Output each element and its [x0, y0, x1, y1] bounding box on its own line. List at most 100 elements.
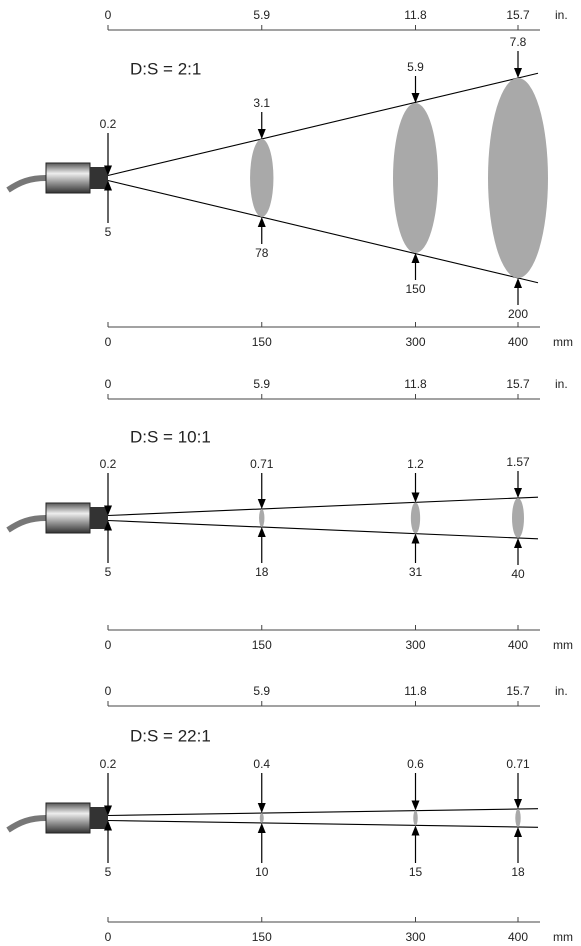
arrow-head [514, 488, 522, 498]
panel: D:S = 22:1 in. mm 0 0 5.9 150 11.8 300 15.7 400 0.2… [6, 684, 573, 944]
arrow-head [411, 800, 420, 811]
spot-inch-label: 0.6 [407, 757, 424, 771]
spot-mm-label: 18 [255, 565, 269, 579]
inch-tick-label: 0 [105, 377, 112, 391]
sensor-head [90, 507, 108, 529]
arrow-head [104, 805, 112, 816]
inch-tick-label: 11.8 [404, 684, 427, 698]
inch-tick-label: 11.8 [404, 8, 427, 22]
mm-tick-label: 0 [105, 930, 112, 944]
spot-mm-label: 200 [508, 307, 528, 321]
inch-tick-label: 5.9 [253, 8, 270, 22]
panel: D:S = 2:1 in. mm 0 0 5.9 150 11.8 300 15.7 400 0.2 5… [6, 8, 573, 349]
arrow-head [257, 217, 266, 227]
spot [393, 103, 438, 253]
arrow-head [411, 492, 420, 503]
spot-inch-label: 0.71 [506, 757, 530, 771]
inch-tick-label: 11.8 [404, 377, 427, 391]
panel-title: D:S = 22:1 [130, 726, 211, 745]
spot-inch-label: 1.2 [407, 457, 424, 471]
spot-mm-label: 10 [255, 865, 269, 879]
mm-tick-label: 150 [252, 930, 272, 944]
arrow-head [257, 823, 266, 833]
spot [259, 509, 265, 527]
spot-mm-label: 5 [105, 225, 112, 239]
arrow-head [411, 825, 420, 836]
cone-edge [107, 72, 539, 177]
arrow-head [514, 278, 522, 288]
inch-tick-label: 5.9 [253, 684, 270, 698]
mm-tick-label: 0 [105, 638, 112, 652]
arrow-head [411, 533, 420, 544]
spot [515, 809, 521, 827]
spot-mm-label: 31 [409, 565, 423, 579]
panel-title: D:S = 2:1 [130, 59, 201, 78]
spot [488, 78, 548, 278]
mm-unit: mm [553, 930, 573, 944]
spot-inch-label: 3.1 [253, 96, 270, 110]
inch-tick-label: 0 [105, 8, 112, 22]
spot-inch-label: 0.4 [253, 757, 270, 771]
spot-inch-label: 1.57 [506, 455, 530, 469]
mm-tick-label: 400 [508, 335, 528, 349]
spot [413, 810, 418, 826]
sensor-head [90, 167, 108, 189]
mm-tick-label: 150 [252, 638, 272, 652]
arrow-head [411, 93, 420, 103]
mm-unit: mm [553, 335, 573, 349]
cone-edge [107, 519, 539, 540]
spot-inch-label: 5.9 [407, 60, 424, 74]
mm-unit: mm [553, 638, 573, 652]
inch-unit: in. [555, 684, 568, 698]
inch-tick-label: 15.7 [506, 684, 530, 698]
cable [6, 515, 47, 533]
arrow-head [257, 803, 266, 813]
spot [250, 139, 274, 217]
arrow-head [104, 520, 112, 531]
panel-title: D:S = 10:1 [130, 427, 211, 446]
mm-tick-label: 300 [405, 638, 425, 652]
spot-mm-label: 18 [511, 865, 525, 879]
panel: D:S = 10:1 in. mm 0 0 5.9 150 11.8 300 15.7 400 0.2… [6, 377, 573, 652]
arrow-head [257, 129, 266, 139]
cable [6, 815, 47, 833]
spot-mm-label: 15 [409, 865, 423, 879]
spot-mm-label: 78 [255, 246, 269, 260]
mm-tick-label: 150 [252, 335, 272, 349]
arrow-head [514, 827, 522, 837]
spot [512, 498, 524, 538]
spot-inch-label: 0.2 [100, 757, 117, 771]
mm-tick-label: 300 [405, 930, 425, 944]
inch-unit: in. [555, 8, 568, 22]
arrow-head [411, 253, 420, 263]
spot-mm-label: 150 [405, 282, 425, 296]
inch-tick-label: 0 [105, 684, 112, 698]
spot [259, 813, 264, 823]
cone-edge [107, 819, 539, 828]
sensor-body [45, 502, 91, 534]
arrow-head [104, 180, 112, 191]
spot-mm-label: 40 [511, 567, 525, 581]
arrow-head [514, 799, 522, 809]
spot-mm-label: 5 [105, 865, 112, 879]
cone-edge [107, 808, 539, 817]
inch-tick-label: 15.7 [506, 8, 530, 22]
mm-tick-label: 300 [405, 335, 425, 349]
cone-edge [107, 179, 539, 284]
spot [410, 502, 421, 534]
arrow-head [257, 527, 266, 537]
spot-inch-label: 0.2 [100, 117, 117, 131]
sensor-body [45, 802, 91, 834]
mm-tick-label: 400 [508, 638, 528, 652]
sensor-body [45, 162, 91, 194]
arrow-head [257, 499, 266, 509]
arrow-head [104, 165, 112, 176]
inch-tick-label: 5.9 [253, 377, 270, 391]
arrow-head [514, 538, 522, 548]
mm-tick-label: 400 [508, 930, 528, 944]
spot-inch-label: 0.2 [100, 457, 117, 471]
cone-edge [107, 496, 539, 517]
spot-inch-label: 0.71 [250, 457, 274, 471]
arrow-head [104, 820, 112, 831]
